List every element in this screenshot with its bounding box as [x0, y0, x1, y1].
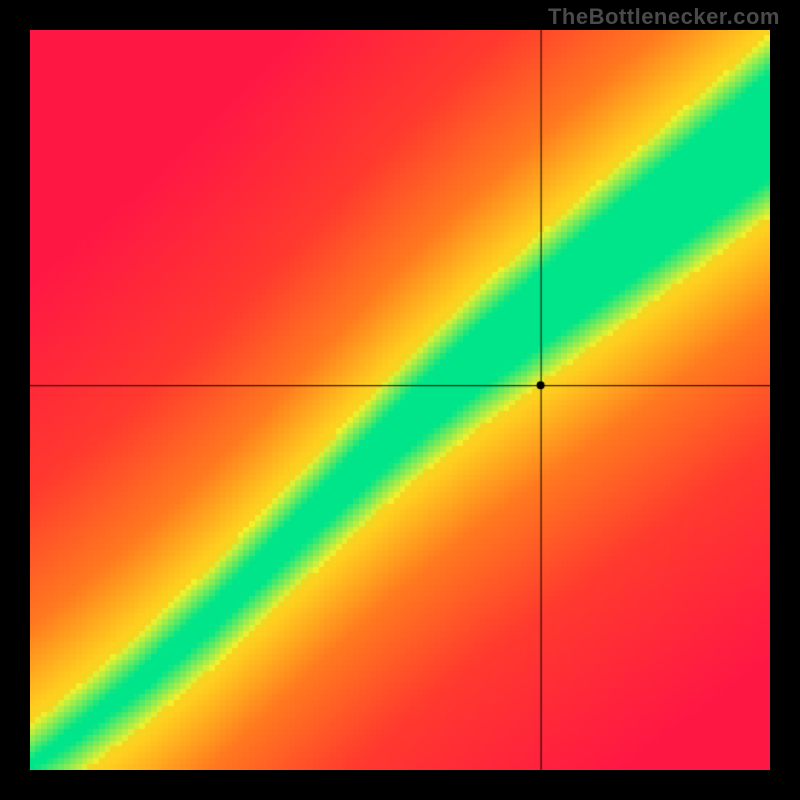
heatmap-canvas: [30, 30, 770, 770]
watermark: TheBottlenecker.com: [548, 4, 780, 30]
heatmap-plot: [30, 30, 770, 770]
